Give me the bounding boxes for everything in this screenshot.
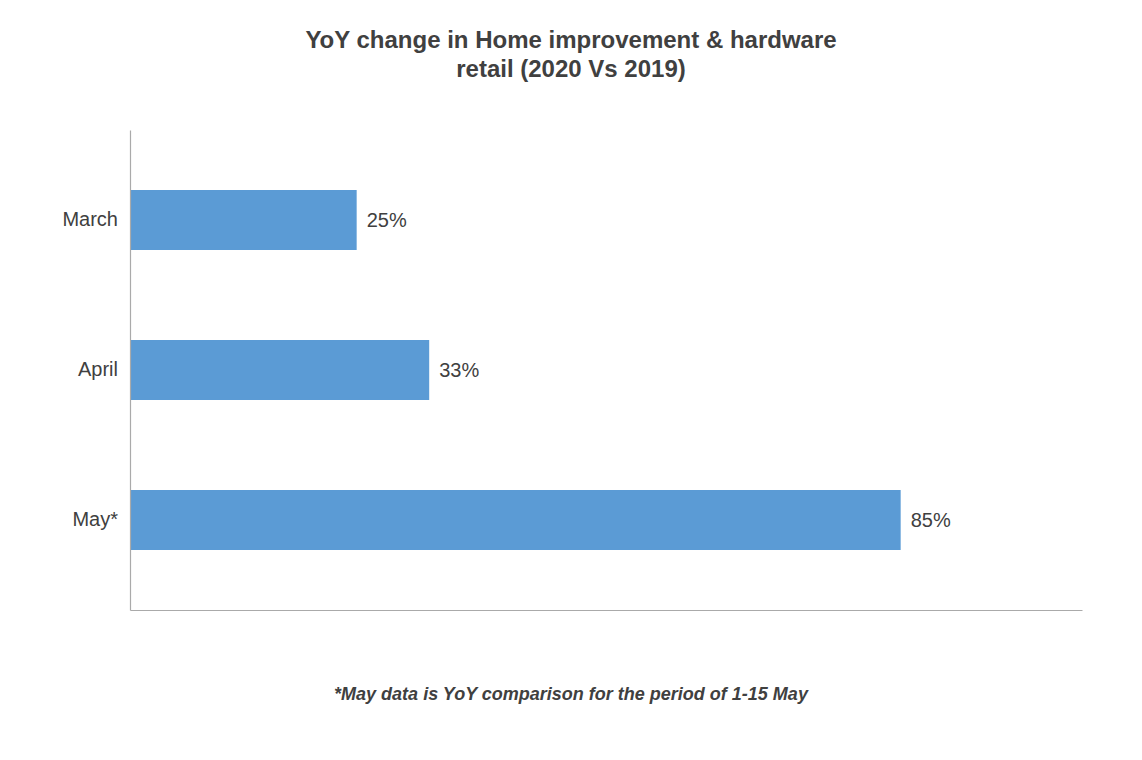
y-tick-label: March [62, 208, 118, 230]
y-axis-line [130, 131, 131, 611]
bar [130, 490, 901, 550]
y-axis: May* April March [62, 131, 130, 611]
chart-svg: YoY change in Home improvement & hardwar… [0, 0, 1142, 760]
y-tick: March [62, 208, 118, 230]
data-label: 85% [911, 509, 951, 531]
title: YoY change in Home improvement & hardwar… [305, 26, 836, 82]
data-label: 25% [367, 209, 407, 231]
bar [130, 340, 429, 400]
data-labels: 85% 33% 25% [367, 209, 951, 531]
title-line: retail (2020 Vs 2019) [456, 55, 686, 82]
bars [130, 190, 901, 550]
y-tick: April [78, 358, 118, 380]
bar [130, 190, 357, 250]
y-tick: May* [72, 508, 118, 530]
data-label: 33% [439, 359, 479, 381]
title-line: YoY change in Home improvement & hardwar… [305, 26, 836, 53]
x-axis-line [131, 610, 1083, 611]
footnote: *May data is YoY comparison for the peri… [334, 684, 809, 704]
y-tick-label: May* [72, 508, 118, 530]
plot: May* April March 85% 33% 25% [62, 131, 1082, 611]
x-axis [131, 610, 1083, 611]
y-tick-label: April [78, 358, 118, 380]
